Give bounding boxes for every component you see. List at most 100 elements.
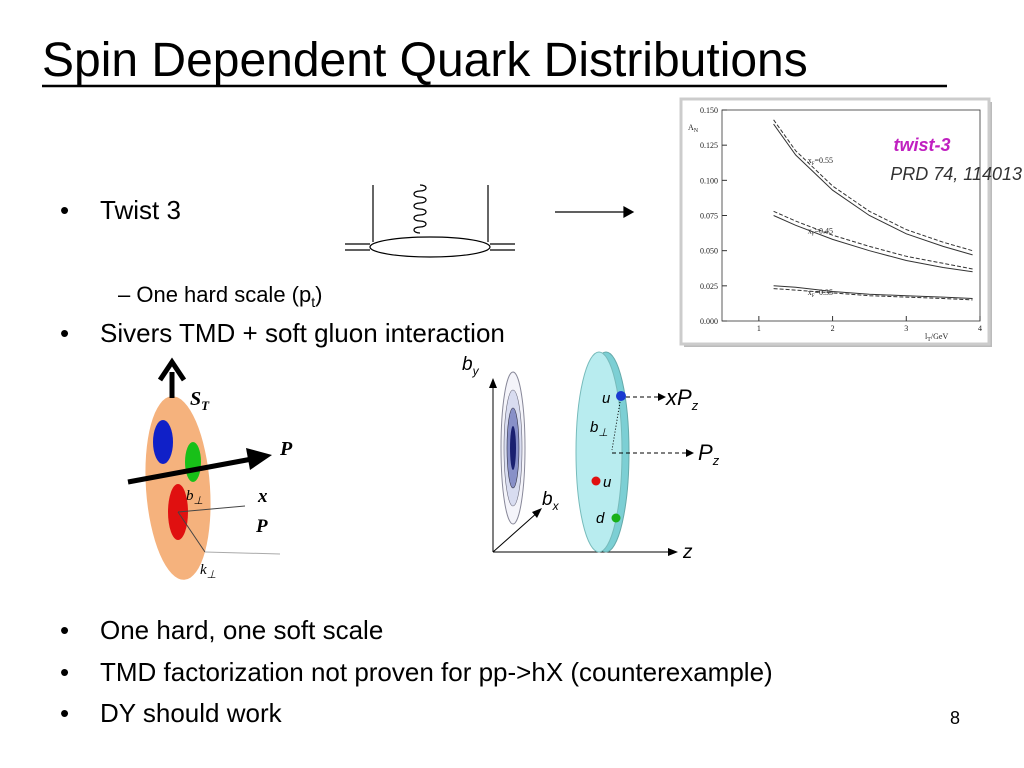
momentum-label: Pz [698,440,720,468]
bullet-dot: • [60,318,69,348]
bullet-dot: • [60,698,69,728]
xp-vector [177,505,246,513]
bullet: Twist 3 [100,195,181,225]
gluon [413,184,427,234]
label: k [200,562,207,578]
quark-d [611,513,621,523]
sub-bullet: – One hard scale (pt) [118,282,322,310]
momentum-arrow [127,456,253,485]
impact-diagram: by bx z u xPz b⊥ Pz u d [462,351,720,563]
quark-blue [153,420,173,464]
curve [773,123,973,256]
y-tick-label: 0.100 [700,176,718,185]
y-tick-label: 0.075 [700,212,718,221]
bullet-dot: • [60,195,69,225]
x-tick-label: 1 [757,324,761,333]
bullet: Sivers TMD + soft gluon interaction [100,318,505,348]
label: b [542,489,553,510]
y-tick-label: 0.025 [700,282,718,291]
curve-label: xF=0.55 [808,156,833,167]
p-label: P [255,516,268,537]
axis-label: z [682,542,693,563]
momentum-label: P [279,438,293,460]
bullet-list: • Twist 3 – One hard scale (pt) • Sivers… [60,195,773,728]
chart-panel [679,97,991,346]
disk [575,351,623,553]
curve-label: xF=0.35 [808,288,833,299]
density-core [510,426,516,470]
label: xP [665,385,692,410]
label: /GeV [931,332,949,341]
spin-label: ST [190,388,210,413]
k-vector [177,511,206,553]
label: x [808,226,812,235]
k-perp-label: k⊥ [200,562,216,581]
subscript: T [201,398,210,413]
subscript: ⊥ [194,495,204,507]
arrow-head [623,205,635,219]
arrow-head [532,508,542,518]
label: b [462,354,473,375]
quark-u [591,476,601,486]
arrow-head [489,378,497,388]
x-tick-label: 2 [831,324,835,333]
subscript: F [812,232,815,237]
inset-chart: 0.000 0.025 0.050 0.075 0.100 0.125 0.150 1 2 3 4 A… [688,106,982,343]
page-number: 8 [950,708,960,728]
slide-title: Spin Dependent Quark Distributions [42,34,808,87]
axis-label: bx [542,489,560,513]
label: S [190,388,201,410]
y-axis-label: AN [688,123,699,134]
label: =0.35 [814,288,833,297]
subscript: T [927,337,931,343]
subscript: z [712,453,720,468]
y-tick-label: 0.050 [700,247,718,256]
subscript: z [691,398,699,413]
y-tick-label: 0.150 [700,106,718,115]
subscript: ⊥ [598,427,608,439]
arrow-head [658,393,666,401]
blob [369,236,491,258]
curve [773,215,973,273]
label: l [925,332,928,341]
label: b [590,419,598,436]
subscript: y [472,364,480,378]
x-label: x [257,486,268,507]
b-perp-label: b⊥ [590,419,608,439]
subscript: x [552,499,560,513]
bullet-dot: • [60,657,69,687]
quark-label: u [602,390,611,407]
curve [773,119,973,252]
x-axis-label: lT/GeV [925,332,948,343]
bullet: One hard, one soft scale [100,615,383,645]
x-tick-label: 4 [978,324,982,333]
feynman-diagram [345,184,635,258]
bullet: DY should work [100,698,283,728]
curve [773,288,973,301]
momentum-arrow-head [246,448,272,470]
x-tick-label: 3 [904,324,908,333]
label: x [808,288,812,297]
subscript: F [812,294,815,299]
subscript: t [311,294,315,310]
subscript: F [812,162,815,167]
curve-label: xF=0.45 [808,226,833,237]
curve [773,210,973,270]
quark-label: u [603,474,612,491]
y-tick-label: 0.125 [700,141,718,150]
axis-label: by [462,354,480,378]
label: b [186,488,194,504]
arrow-head [686,449,694,457]
y-tick-label: 0.000 [700,317,718,326]
sub-bullet-text: One hard scale (p [136,282,311,307]
reference-citation: PRD 74, 114013 [890,164,1022,184]
guide-line [204,551,281,555]
curve [773,285,973,299]
label: x [808,156,812,165]
label: A [688,123,694,132]
quark-label: d [596,510,605,527]
sivers-diagram: ST P b⊥ x P k⊥ [127,357,293,581]
quark-green [185,442,201,482]
bullet-dot: • [60,615,69,645]
arrow-head [668,548,678,556]
